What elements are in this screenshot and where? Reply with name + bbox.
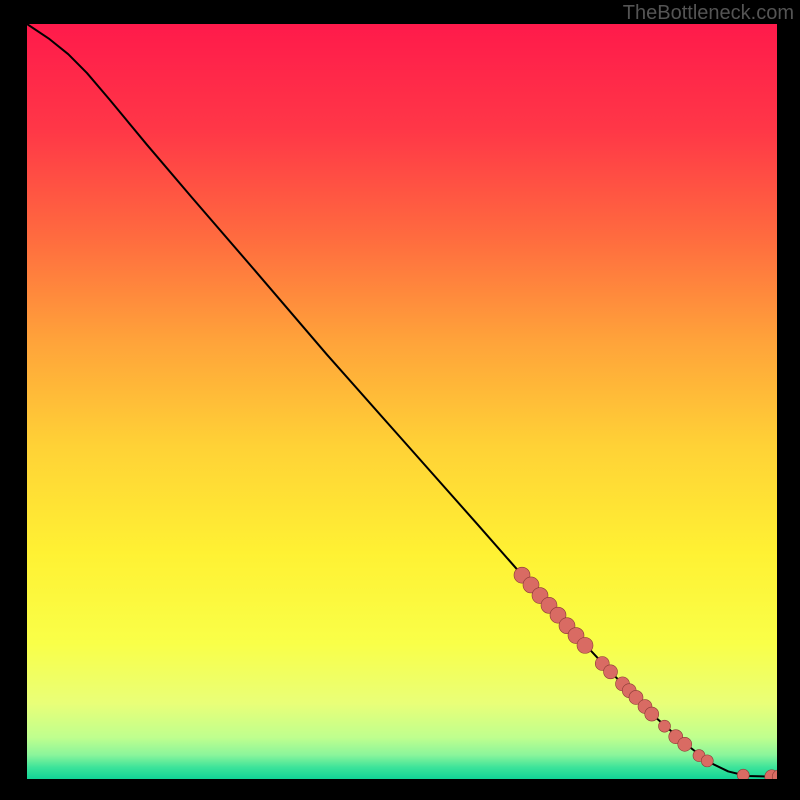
data-marker (604, 665, 618, 679)
data-marker (659, 720, 671, 732)
data-marker (701, 755, 713, 767)
chart-container (27, 24, 777, 779)
data-marker (737, 769, 749, 779)
attribution-label: TheBottleneck.com (623, 2, 794, 25)
attribution-text: TheBottleneck.com (623, 2, 794, 24)
data-marker (678, 737, 692, 751)
data-marker (577, 637, 593, 653)
chart-svg (27, 24, 777, 779)
data-marker (645, 707, 659, 721)
